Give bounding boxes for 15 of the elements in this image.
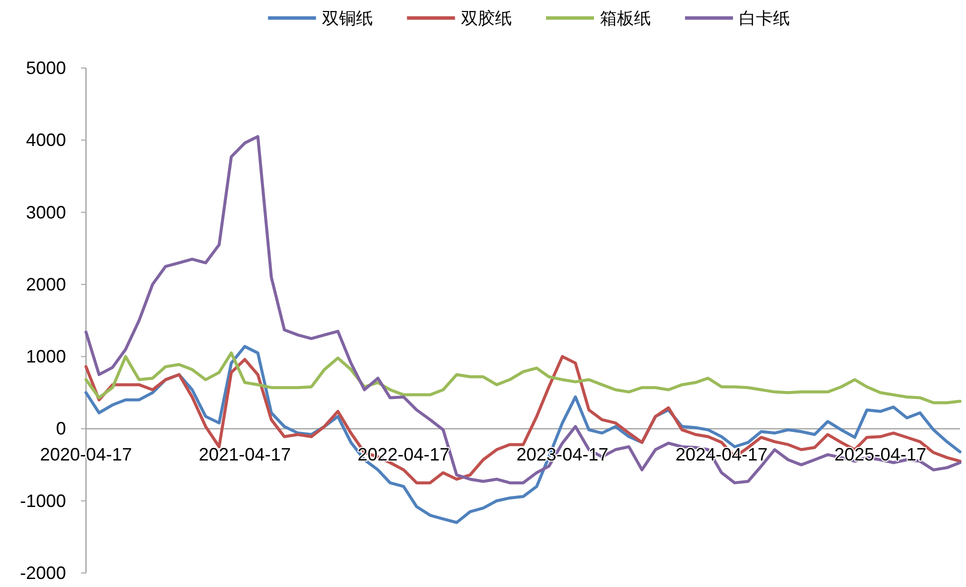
line-series (84, 351, 962, 404)
legend-label: 箱板纸 (600, 9, 651, 28)
legend-label: 白卡纸 (739, 9, 790, 28)
y-tick-label: 5000 (26, 58, 66, 78)
y-tick-label: 0 (56, 418, 66, 439)
legend-label: 双铜纸 (322, 9, 373, 28)
legend-label: 双胶纸 (461, 9, 512, 28)
y-tick-label: 4000 (26, 130, 66, 150)
y-tick-label: -1000 (20, 490, 66, 511)
y-tick-label: 1000 (26, 346, 66, 367)
x-tick-label: 2020-04-17 (40, 444, 132, 465)
y-tick-label: 2000 (26, 274, 66, 294)
x-tick-label: 2021-04-17 (198, 444, 291, 465)
y-tick-label: 3000 (26, 202, 66, 222)
y-tick-label: -2000 (20, 563, 66, 583)
